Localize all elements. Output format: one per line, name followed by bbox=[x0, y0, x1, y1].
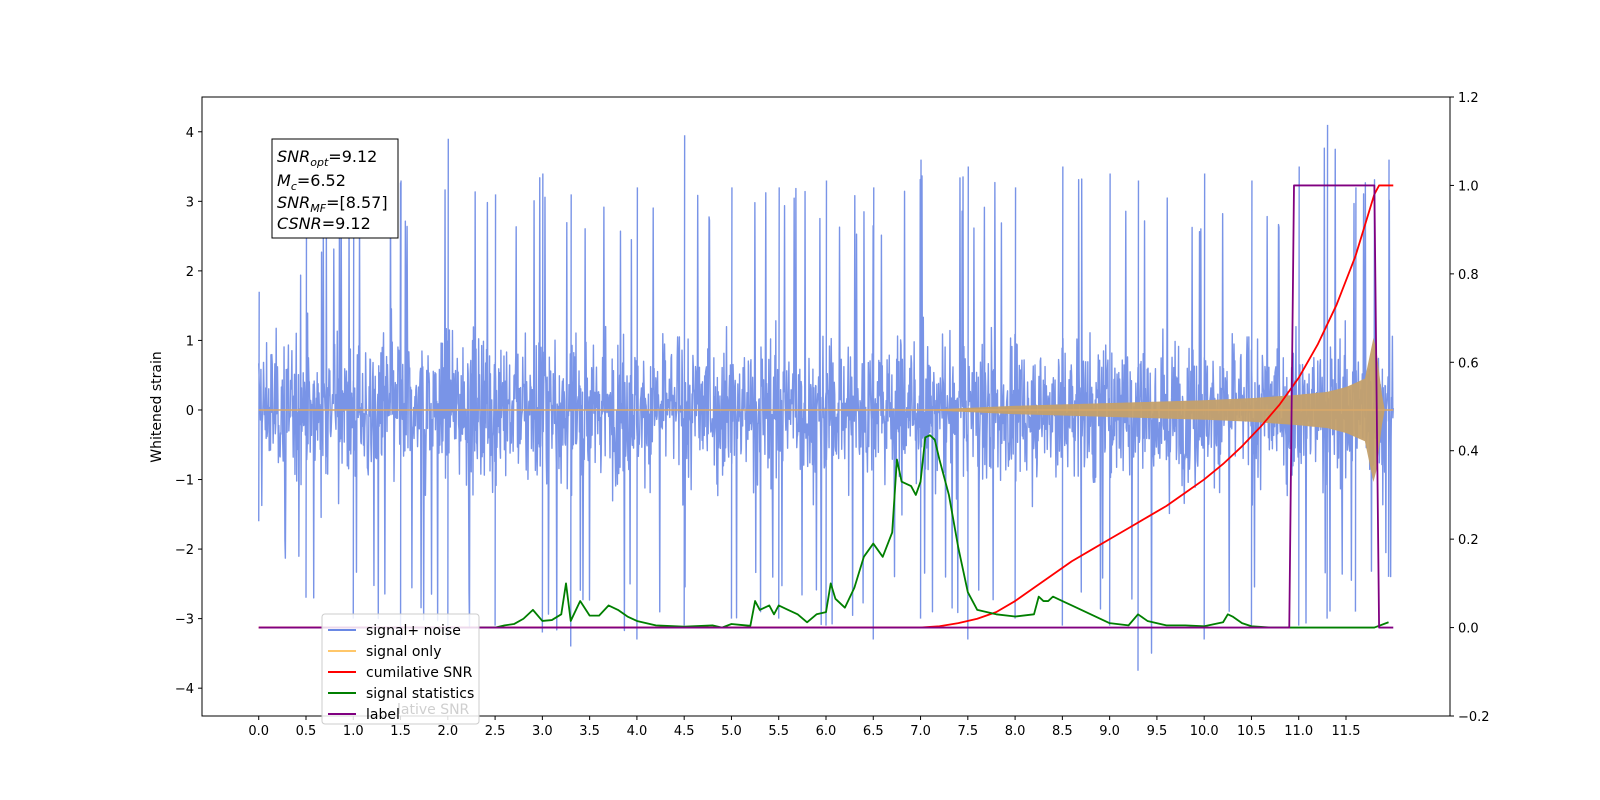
x-tick-label: 0.5 bbox=[296, 724, 317, 739]
x-tick-label: 8.5 bbox=[1052, 724, 1073, 739]
info-snr-opt: SNRopt=9.12 bbox=[277, 147, 377, 169]
x-tick-label: 9.5 bbox=[1147, 724, 1168, 739]
info-chirp-mass: Mc=6.52 bbox=[277, 171, 346, 193]
y-tick-label: −1 bbox=[175, 474, 194, 489]
right-axis-series-layer bbox=[258, 184, 1394, 629]
legend-label: cumilative SNR bbox=[366, 665, 473, 681]
y2-tick-label: −0.2 bbox=[1458, 710, 1490, 725]
y2-tick-label: 1.0 bbox=[1458, 179, 1479, 194]
y-tick-label: −4 bbox=[175, 682, 194, 697]
x-tick-label: 7.5 bbox=[957, 724, 978, 739]
x-axis-ticks: 0.0 0.5 1.0 1.5 2.0 2.5 3.0 3.5 4.0 4.5 5.0 5.5 6.0 6… bbox=[248, 716, 1360, 739]
legend-frame bbox=[321, 613, 480, 725]
x-tick-label: 3.0 bbox=[532, 724, 553, 739]
signal-only-layer bbox=[258, 337, 1394, 482]
signal-noise-line bbox=[258, 124, 1394, 671]
legend-label: signal statistics bbox=[366, 686, 474, 702]
x-tick-label: 7.0 bbox=[910, 724, 931, 739]
y-tick-label: 0 bbox=[186, 404, 194, 419]
legend-label: label bbox=[366, 707, 400, 723]
y-tick-label: −3 bbox=[175, 613, 194, 628]
legend-label: signal+ noise bbox=[366, 623, 461, 639]
y-tick-label: 1 bbox=[186, 334, 194, 349]
x-tick-label: 4.0 bbox=[627, 724, 648, 739]
x-tick-label: 10.0 bbox=[1190, 724, 1219, 739]
legend-label: signal only bbox=[366, 644, 441, 660]
x-tick-label: 3.5 bbox=[579, 724, 600, 739]
y2-tick-label: 0.8 bbox=[1458, 268, 1479, 283]
x-tick-label: 10.5 bbox=[1237, 724, 1266, 739]
signal-noise-layer bbox=[258, 124, 1394, 671]
x-tick-label: 5.5 bbox=[768, 724, 789, 739]
y-axis-ticks: 4 3 2 1 0 −1 −2 −3 −4 bbox=[175, 126, 202, 697]
y2-tick-label: 0.0 bbox=[1458, 622, 1479, 637]
y2-tick-label: 0.4 bbox=[1458, 445, 1479, 460]
y2-tick-label: 0.6 bbox=[1458, 356, 1479, 371]
x-tick-label: 6.5 bbox=[863, 724, 884, 739]
x-tick-label: 11.0 bbox=[1284, 724, 1313, 739]
x-tick-label: 9.0 bbox=[1099, 724, 1120, 739]
x-tick-label: 0.0 bbox=[248, 724, 269, 739]
info-box-frame bbox=[271, 138, 399, 239]
x-tick-label: 4.5 bbox=[674, 724, 695, 739]
signal-statistics-line bbox=[476, 434, 1389, 629]
x-tick-label: 6.0 bbox=[816, 724, 837, 739]
y-tick-label: 4 bbox=[186, 126, 194, 141]
y2-axis-ticks: 1.2 1.0 0.8 0.6 0.4 0.2 0.0 −0.2 bbox=[1450, 91, 1490, 725]
y2-tick-label: 0.2 bbox=[1458, 533, 1479, 548]
legend-ghost-text: lative SNR bbox=[397, 702, 470, 718]
info-snr-mf: SNRMF=[8.57] bbox=[277, 193, 388, 215]
cumulative-snr-line bbox=[258, 184, 1394, 629]
x-tick-label: 2.0 bbox=[437, 724, 458, 739]
info-csnr: CSNR=9.12 bbox=[277, 214, 371, 233]
x-tick-label: 11.5 bbox=[1332, 724, 1361, 739]
y-axis-label: Whitened strain bbox=[149, 351, 165, 462]
x-tick-label: 8.0 bbox=[1005, 724, 1026, 739]
y-tick-label: 3 bbox=[186, 195, 194, 210]
x-tick-label: 1.5 bbox=[390, 724, 411, 739]
info-box: SNRopt=9.12 Mc=6.52 SNRMF=[8.57] CSNR=9.… bbox=[271, 138, 399, 239]
x-tick-label: 1.0 bbox=[343, 724, 364, 739]
y-tick-label: −2 bbox=[175, 543, 194, 558]
y-tick-label: 2 bbox=[186, 265, 194, 280]
y2-tick-label: 1.2 bbox=[1458, 91, 1479, 106]
x-tick-label: 2.5 bbox=[485, 724, 506, 739]
x-tick-label: 5.0 bbox=[721, 724, 742, 739]
legend: lative SNR signal+ noise signal only cumil… bbox=[321, 613, 480, 725]
label-line bbox=[258, 184, 1394, 629]
